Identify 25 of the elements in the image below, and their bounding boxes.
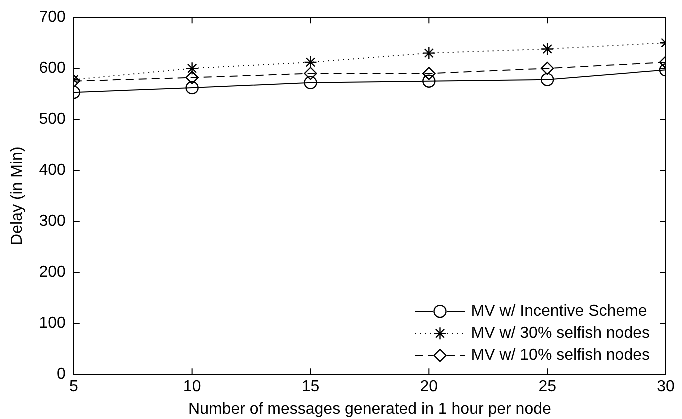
y-tick-label: 300: [39, 213, 66, 230]
point: [422, 46, 436, 60]
point: [304, 76, 318, 90]
y-tick-label: 700: [39, 9, 66, 26]
y-tick-label: 0: [56, 366, 66, 384]
legend-label: MV w/ 30% selfish nodes: [471, 325, 650, 342]
x-tick-label: 25: [538, 378, 557, 396]
y-axis-title: Delay (in Min): [9, 146, 26, 246]
x-tick-label: 10: [183, 378, 202, 396]
point: [422, 74, 436, 88]
legend-label: MV w/ Incentive Scheme: [471, 303, 648, 320]
point: [422, 67, 436, 80]
point: [304, 67, 318, 80]
legend-label: MV w/ 10% selfish nodes: [471, 347, 650, 364]
point: [304, 56, 318, 70]
y-tick-label: 200: [39, 264, 66, 282]
y-tick-label: 500: [39, 111, 66, 128]
x-tick-label: 30: [657, 378, 675, 396]
y-tick-label: 100: [39, 315, 66, 332]
x-tick-label: 5: [69, 378, 78, 396]
x-tick-label: 15: [302, 378, 320, 396]
x-tick-label: 20: [420, 378, 438, 396]
y-tick-label: 600: [39, 60, 66, 78]
x-axis-title: Number of messages generated in 1 hour per node: [188, 400, 552, 418]
y-tick-label: 400: [39, 162, 66, 180]
